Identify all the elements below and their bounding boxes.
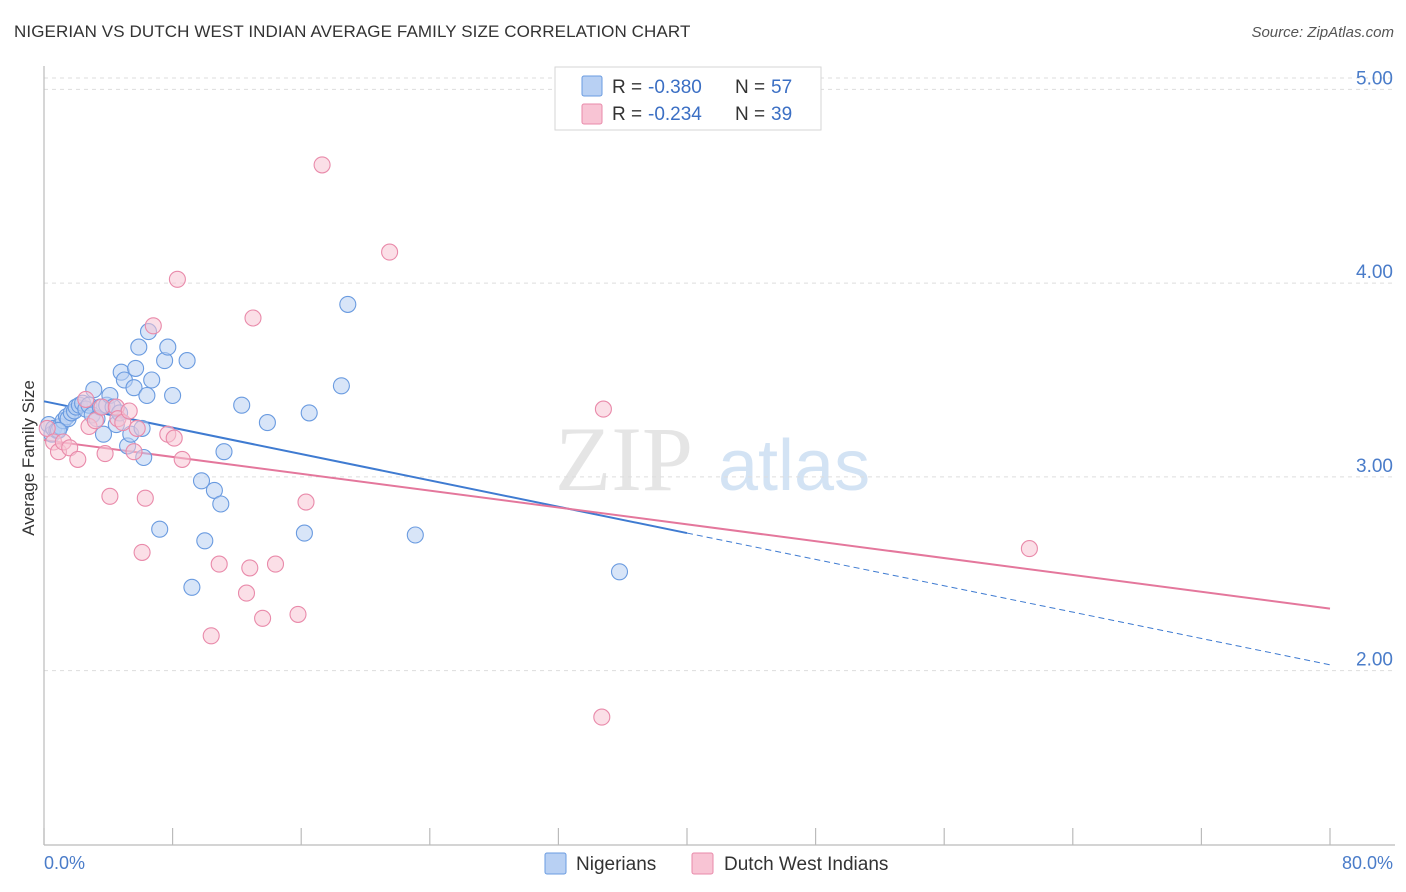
legend-r-label-1: R = (612, 77, 642, 98)
data-point (151, 520, 169, 538)
x-tick-labels: 0.0% 80.0% (44, 853, 1393, 873)
data-point (339, 295, 357, 313)
data-point (127, 359, 145, 377)
data-point (381, 243, 399, 261)
data-point (233, 396, 251, 414)
data-points (38, 156, 1038, 726)
source-credit: Source: ZipAtlas.com (1251, 24, 1394, 41)
legend-r-value-2: -0.234 (648, 104, 702, 125)
data-point (130, 338, 148, 356)
data-point (133, 543, 151, 561)
data-point (94, 425, 113, 443)
chart-title: NIGERIAN VS DUTCH WEST INDIAN AVERAGE FA… (14, 22, 691, 41)
data-point (143, 371, 161, 389)
data-point (192, 472, 211, 490)
legend-r-label-2: R = (612, 104, 642, 125)
data-point (266, 555, 285, 573)
series-label-nigerians: Nigerians (576, 854, 656, 875)
data-point (164, 386, 182, 405)
x-tick-label-min: 0.0% (44, 853, 85, 873)
x-tick-label-max: 80.0% (1342, 853, 1393, 873)
data-point (594, 400, 612, 418)
data-point (178, 352, 196, 370)
data-point (125, 443, 143, 461)
data-point (241, 559, 259, 577)
series-swatch-dutch-west-indians (691, 852, 714, 875)
series-swatch-nigerians (544, 852, 567, 875)
series-label-dutch-west-indians: Dutch West Indians (724, 854, 888, 875)
gridlines (44, 77, 1395, 672)
trend-lines (43, 400, 1331, 666)
legend-n-label-1: N = (735, 77, 765, 98)
data-point (136, 489, 154, 507)
data-point (297, 493, 315, 511)
data-point (69, 450, 87, 468)
data-point (138, 386, 156, 405)
y-tick-label-1: 3.00 (1356, 456, 1393, 477)
data-point (202, 627, 220, 645)
data-point (61, 439, 79, 457)
data-point (300, 404, 318, 422)
axes (43, 66, 1395, 846)
data-point (254, 609, 272, 627)
data-point (86, 412, 104, 430)
watermark-atlas: atlas (718, 426, 870, 506)
legend-swatch-nigerians (581, 75, 603, 97)
data-point (406, 526, 424, 544)
trend-line-dutch-west-indians (43, 439, 1331, 610)
data-point (125, 379, 143, 397)
data-point (295, 524, 313, 542)
legend-n-label-2: N = (735, 104, 765, 125)
data-point (593, 708, 611, 726)
data-point (77, 390, 95, 408)
data-point (173, 450, 191, 468)
data-point (237, 584, 256, 602)
data-point (96, 445, 114, 463)
y-tick-labels: 2.00 3.00 4.00 5.00 (1356, 68, 1393, 670)
stats-legend: R = -0.380 N = 57 R = -0.234 N = 39 (554, 66, 822, 131)
data-point (120, 402, 138, 420)
data-point (289, 605, 307, 623)
data-point (210, 555, 228, 573)
data-point (144, 317, 162, 335)
legend-r-value-1: -0.380 (648, 77, 702, 98)
data-point (258, 414, 276, 432)
data-point (101, 487, 119, 505)
data-point (159, 338, 177, 356)
trend-line-nigerians-extension (686, 532, 1331, 666)
data-point (1020, 540, 1038, 558)
data-point (610, 563, 629, 581)
legend-n-value-1: 57 (771, 77, 792, 98)
data-point (196, 532, 214, 550)
watermark: ZIP atlas (555, 408, 870, 510)
data-point (215, 443, 233, 461)
data-point (165, 429, 183, 447)
data-point (183, 578, 201, 596)
legend-n-value-2: 39 (771, 104, 792, 125)
data-point (244, 309, 262, 327)
legend-swatch-dutch-west-indians (581, 103, 603, 125)
y-tick-label-3: 5.00 (1356, 68, 1393, 89)
data-point (313, 156, 331, 174)
data-point (128, 419, 146, 437)
watermark-zip: ZIP (555, 408, 693, 510)
data-point (93, 398, 111, 416)
series-legend: Nigerians Dutch West Indians (544, 852, 888, 875)
y-tick-label-2: 4.00 (1356, 262, 1393, 283)
y-tick-label-0: 2.00 (1356, 650, 1393, 671)
data-point (212, 495, 230, 513)
data-point (332, 377, 350, 395)
data-point (168, 270, 186, 288)
series-points-dutch-west-indians (38, 156, 1038, 726)
y-axis-label: Average Family Size (19, 380, 38, 536)
